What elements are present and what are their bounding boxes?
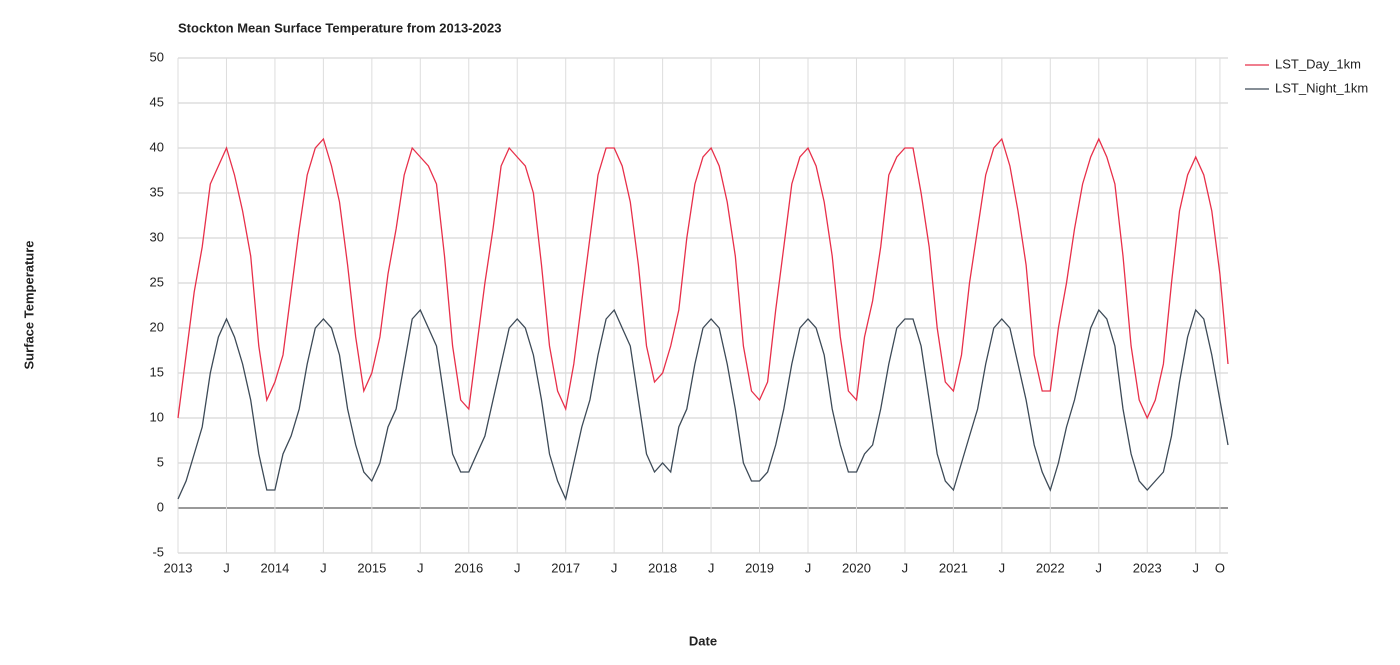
x-tick-label: 2021 <box>939 560 968 575</box>
y-tick-label: 30 <box>150 229 164 244</box>
x-tick-label: J <box>999 560 1006 575</box>
x-tick-label: J <box>611 560 618 575</box>
x-tick-label: 2022 <box>1036 560 1065 575</box>
series-line <box>177 308 1229 502</box>
y-axis-title: Surface Temperature <box>21 240 36 369</box>
x-tick-label: O <box>1215 560 1225 575</box>
y-tick-label: 40 <box>150 139 164 154</box>
y-tick-label: 10 <box>150 409 164 424</box>
y-tick-label: 45 <box>150 94 164 109</box>
x-tick-label: J <box>417 560 424 575</box>
x-tick-label: 2018 <box>648 560 677 575</box>
legend-label: LST_Night_1km <box>1275 80 1368 95</box>
x-tick-label: 2019 <box>745 560 774 575</box>
y-tick-label: 35 <box>150 184 164 199</box>
y-tick-label: 5 <box>157 454 164 469</box>
x-tick-label: J <box>1096 560 1103 575</box>
y-tick-label: 15 <box>150 364 164 379</box>
series-line <box>177 137 1229 420</box>
x-tick-label: 2020 <box>842 560 871 575</box>
x-tick-label: 2014 <box>260 560 289 575</box>
y-tick-label: 0 <box>157 499 164 514</box>
x-tick-label: J <box>902 560 909 575</box>
x-tick-label: 2017 <box>551 560 580 575</box>
y-tick-label: 50 <box>150 49 164 64</box>
x-tick-label: J <box>708 560 715 575</box>
y-tick-label: 20 <box>150 319 164 334</box>
x-tick-label: J <box>320 560 327 575</box>
chart-title: Stockton Mean Surface Temperature from 2… <box>178 20 501 35</box>
x-tick-label: J <box>514 560 521 575</box>
x-tick-label: 2016 <box>454 560 483 575</box>
x-tick-label: 2023 <box>1133 560 1162 575</box>
x-axis-title: Date <box>689 633 717 648</box>
y-tick-label: -5 <box>152 544 164 559</box>
legend-label: LST_Day_1km <box>1275 56 1361 71</box>
x-tick-label: 2015 <box>357 560 386 575</box>
x-tick-label: J <box>1192 560 1199 575</box>
x-tick-label: J <box>805 560 812 575</box>
x-tick-label: 2013 <box>164 560 193 575</box>
y-tick-label: 25 <box>150 274 164 289</box>
x-tick-label: J <box>223 560 230 575</box>
